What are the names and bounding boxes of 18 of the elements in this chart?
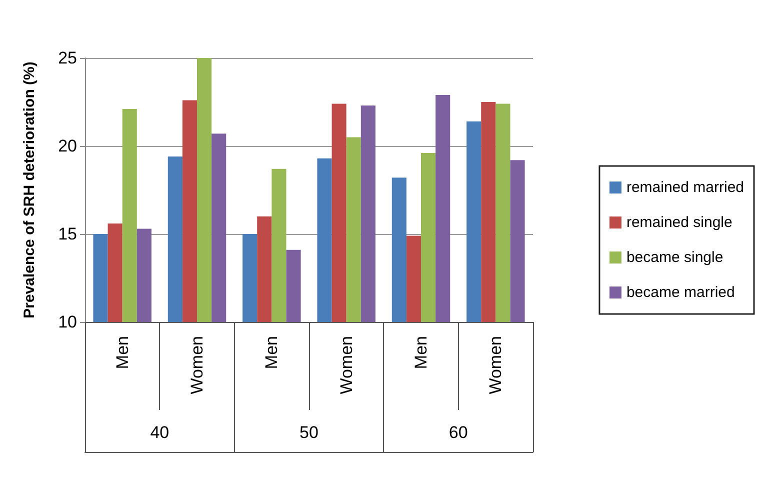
- legend-label: remained single: [626, 214, 732, 231]
- legend-label: remained married: [626, 179, 744, 196]
- y-tick-label: 25: [58, 48, 77, 68]
- legend-label: became single: [626, 249, 724, 266]
- x-tick-label: Men: [412, 336, 430, 370]
- y-tick-label: 10: [58, 312, 77, 332]
- text: 40: [150, 423, 170, 442]
- y-tick-label: 20: [58, 136, 77, 156]
- y-axis-title: Prevalence of SRH deterioration (%): [21, 62, 38, 318]
- x-tick-label: Women: [336, 336, 356, 394]
- text: 50: [300, 423, 318, 442]
- y-tick-label: 15: [58, 224, 77, 244]
- text: 60: [448, 423, 468, 442]
- x-tick-label: Men: [262, 336, 282, 370]
- x-tick-label: Women: [188, 336, 206, 394]
- x-tick-label: Women: [486, 336, 506, 394]
- x-tick-label: Men: [112, 336, 132, 370]
- legend-label: became married: [626, 284, 735, 301]
